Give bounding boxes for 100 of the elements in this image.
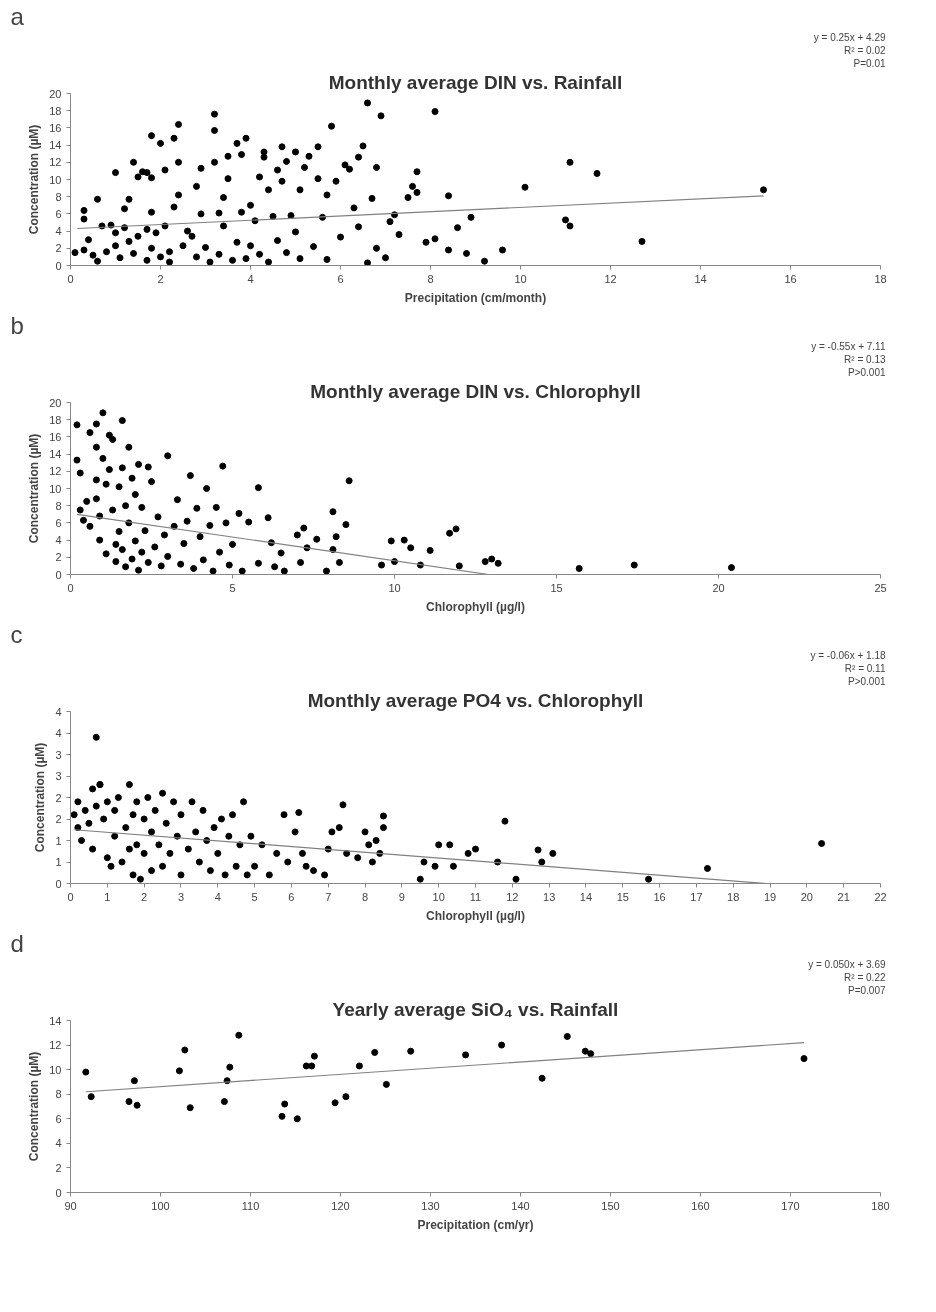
y-tick-label: 12 <box>49 1039 62 1052</box>
text: c <box>10 620 23 648</box>
y-tick-label: 20 <box>49 396 62 409</box>
text: y = 0.25x + 4.29 <box>813 31 886 43</box>
y-tick-label: 6 <box>55 207 62 220</box>
text: R² = 0.11 <box>844 662 886 674</box>
y-tick-label: 0 <box>55 259 62 272</box>
x-tick-label: 15 <box>550 581 563 594</box>
y-tick-label: 14 <box>49 448 62 461</box>
y-tick-label: 4 <box>55 225 62 238</box>
x-tick-label: 3 <box>177 890 185 903</box>
x-tick-label: 15 <box>616 890 629 903</box>
x-axis-title: Chlorophyll (µg/l) <box>426 908 525 923</box>
y-tick-label: 8 <box>55 1088 62 1101</box>
y-tick-label: 10 <box>49 482 62 495</box>
y-tick-label: 20 <box>49 87 62 100</box>
x-axis-title: Chlorophyll (µg/l) <box>426 599 525 614</box>
x-tick-label: 90 <box>64 1199 77 1212</box>
x-tick-label: 120 <box>331 1199 350 1212</box>
y-tick-label: 4 <box>55 727 62 739</box>
x-tick-label: 20 <box>712 581 725 594</box>
y-axis-title: Concentration (µM) <box>33 742 48 853</box>
x-tick-label: 9 <box>398 890 405 903</box>
x-tick-label: 10 <box>388 581 401 594</box>
y-tick-label: 4 <box>55 705 62 718</box>
x-tick-label: 7 <box>325 890 332 903</box>
text: R² = 0.13 <box>844 353 886 365</box>
text: a <box>10 2 25 30</box>
y-tick-label: 1 <box>55 834 62 847</box>
y-tick-label: 16 <box>49 121 62 134</box>
y-tick-label: 0 <box>55 1186 62 1199</box>
y-tick-label: 14 <box>49 1014 62 1027</box>
text: P=0.007 <box>847 984 886 996</box>
y-tick-label: 0 <box>55 568 62 581</box>
text: P>0.001 <box>847 675 886 687</box>
x-tick-label: 100 <box>151 1199 170 1212</box>
y-tick-label: 8 <box>55 499 62 512</box>
x-tick-label: 0 <box>67 890 74 903</box>
y-tick-label: 2 <box>55 791 62 804</box>
x-axis-title: Precipitation (cm/yr) <box>417 1217 534 1232</box>
y-tick-label: 6 <box>55 516 62 529</box>
x-tick-label: 140 <box>511 1199 530 1212</box>
x-tick-label: 11 <box>469 890 482 903</box>
y-tick-label: 0 <box>55 877 62 890</box>
x-tick-label: 6 <box>337 272 344 285</box>
x-tick-label: 5 <box>251 890 258 903</box>
x-tick-label: 16 <box>784 272 797 285</box>
text: b <box>10 311 24 339</box>
y-tick-label: 3 <box>55 770 62 782</box>
y-tick-label: 2 <box>55 813 62 825</box>
x-tick-label: 180 <box>871 1199 890 1212</box>
x-tick-label: 5 <box>229 581 236 594</box>
text: y = -0.55x + 7.11 <box>811 340 886 352</box>
y-axis-title: Concentration (µM) <box>27 433 42 544</box>
x-tick-label: 160 <box>691 1199 710 1212</box>
x-tick-label: 16 <box>653 890 666 903</box>
chart-title: Monthly average DIN vs. Rainfall <box>328 71 623 93</box>
y-tick-label: 16 <box>49 430 62 443</box>
x-tick-label: 6 <box>288 890 295 903</box>
x-tick-label: 8 <box>361 890 369 903</box>
chart-title: Yearly average SiO₄ vs. Rainfall <box>332 998 619 1020</box>
y-tick-label: 6 <box>55 1112 62 1125</box>
x-tick-label: 18 <box>874 272 887 285</box>
y-tick-label: 2 <box>55 551 62 564</box>
y-tick-label: 12 <box>49 156 62 169</box>
x-tick-label: 18 <box>727 890 740 903</box>
x-tick-label: 150 <box>601 1199 620 1212</box>
x-tick-label: 10 <box>432 890 445 903</box>
y-tick-label: 12 <box>49 465 62 478</box>
x-tick-label: 2 <box>141 890 148 903</box>
x-tick-label: 12 <box>604 272 617 285</box>
x-tick-label: 21 <box>837 890 850 903</box>
text: d <box>10 929 24 957</box>
x-tick-label: 25 <box>874 581 887 594</box>
text: R² = 0.22 <box>844 971 886 983</box>
x-axis-title: Precipitation (cm/month) <box>404 290 547 305</box>
y-tick-label: 2 <box>55 1161 62 1174</box>
y-tick-label: 18 <box>49 104 62 117</box>
text: y = 0.050x + 3.69 <box>808 958 886 970</box>
y-tick-label: 2 <box>55 242 62 255</box>
x-tick-label: 19 <box>763 890 777 903</box>
x-tick-label: 14 <box>579 890 593 903</box>
y-tick-label: 14 <box>49 139 62 152</box>
x-tick-label: 10 <box>514 272 527 285</box>
text: P>0.001 <box>847 366 886 378</box>
y-tick-label: 10 <box>49 173 62 186</box>
y-tick-label: 8 <box>55 190 62 203</box>
y-tick-label: 3 <box>55 748 62 761</box>
text: R² = 0.02 <box>844 44 886 56</box>
x-tick-label: 12 <box>506 890 519 903</box>
x-tick-label: 4 <box>214 890 221 903</box>
x-tick-label: 4 <box>247 272 254 285</box>
x-tick-label: 8 <box>427 272 434 285</box>
chart-title: Monthly average PO4 vs. Chlorophyll <box>307 689 644 711</box>
x-tick-label: 14 <box>694 272 707 285</box>
x-tick-label: 20 <box>800 890 813 903</box>
x-tick-label: 17 <box>690 890 703 903</box>
x-tick-label: 0 <box>67 581 74 594</box>
x-tick-label: 130 <box>421 1199 440 1212</box>
y-tick-label: 4 <box>55 534 62 547</box>
